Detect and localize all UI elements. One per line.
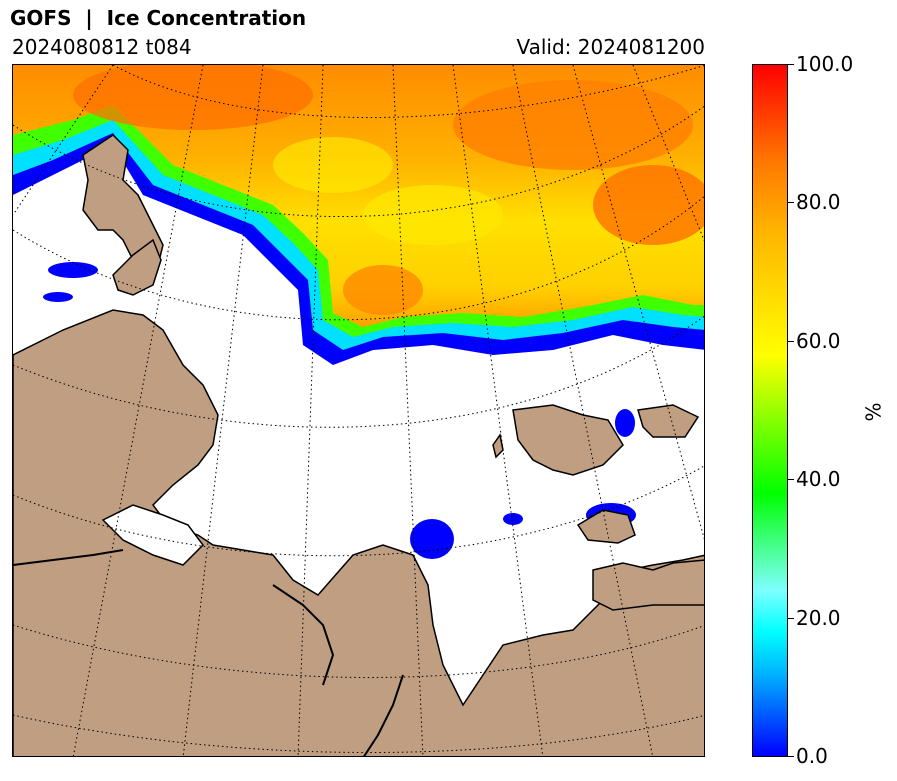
map-title: GOFS | Ice Concentration	[10, 6, 307, 30]
colorbar-label-100: 100.0	[796, 52, 854, 76]
colorbar-unit-label: %	[861, 402, 886, 422]
colorbar-label-60: 60.0	[796, 329, 841, 353]
sea-ice-field	[13, 65, 704, 559]
colorbar-tick-100	[788, 64, 794, 65]
graticule	[13, 65, 704, 756]
colorbar-tick-80	[788, 202, 794, 203]
colorbar-label-40: 40.0	[796, 467, 841, 491]
colorbar	[752, 64, 788, 757]
colorbar-tick-40	[788, 479, 794, 480]
colorbar-label-0: 0.0	[796, 744, 828, 768]
map-panel[interactable]	[12, 64, 705, 757]
colorbar-tick-0	[788, 756, 794, 757]
map-canvas	[13, 65, 704, 756]
colorbar-tick-20	[788, 618, 794, 619]
colorbar-label-20: 20.0	[796, 606, 841, 630]
land-masses	[13, 134, 704, 756]
model-run-label: 2024080812 t084	[12, 35, 192, 59]
colorbar-label-80: 80.0	[796, 190, 841, 214]
rivers	[13, 549, 404, 756]
colorbar-tick-60	[788, 341, 794, 342]
valid-time-label: Valid: 2024081200	[516, 35, 705, 59]
